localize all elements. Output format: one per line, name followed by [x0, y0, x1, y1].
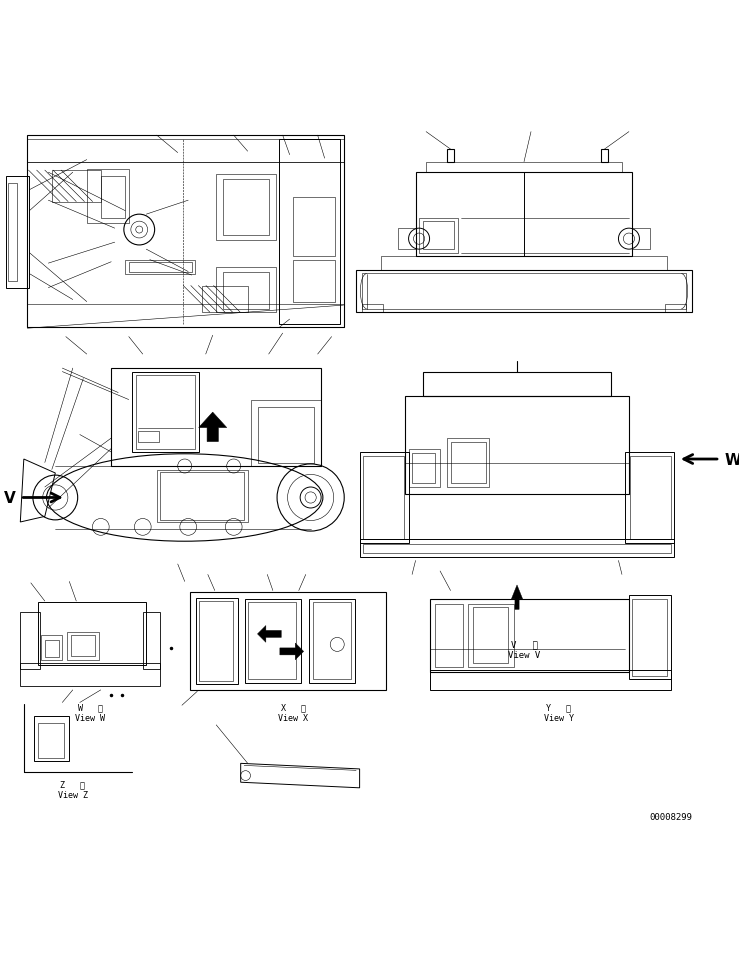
- Bar: [360, 540, 675, 557]
- Bar: [112, 369, 321, 466]
- Bar: [415, 173, 633, 257]
- Bar: [625, 453, 675, 543]
- Bar: [27, 136, 344, 328]
- Polygon shape: [511, 585, 522, 610]
- Bar: [293, 260, 335, 303]
- Bar: [423, 222, 454, 250]
- Bar: [629, 596, 671, 679]
- Text: V   視
View V: V 視 View V: [508, 640, 540, 659]
- Bar: [223, 272, 269, 309]
- Bar: [361, 305, 383, 312]
- Text: W   視
View W: W 視 View W: [75, 702, 105, 722]
- Bar: [202, 286, 248, 312]
- Bar: [101, 177, 125, 218]
- Bar: [248, 603, 296, 679]
- Bar: [309, 600, 355, 683]
- Bar: [429, 600, 629, 673]
- Bar: [20, 612, 40, 669]
- Bar: [67, 632, 99, 660]
- Polygon shape: [257, 626, 282, 643]
- Bar: [143, 612, 160, 669]
- Bar: [27, 139, 344, 162]
- Bar: [160, 473, 244, 520]
- Bar: [191, 592, 386, 690]
- Bar: [412, 454, 435, 484]
- Bar: [361, 274, 687, 310]
- Bar: [356, 271, 692, 312]
- Text: X   視
View X: X 視 View X: [278, 702, 308, 722]
- Bar: [71, 635, 95, 656]
- Bar: [279, 139, 340, 325]
- Bar: [423, 372, 611, 397]
- Text: Z   視
View Z: Z 視 View Z: [58, 779, 88, 799]
- Bar: [313, 603, 351, 679]
- Bar: [360, 453, 409, 543]
- Bar: [38, 603, 146, 666]
- Bar: [363, 456, 403, 540]
- Bar: [398, 229, 415, 250]
- Text: 00008299: 00008299: [649, 813, 692, 822]
- Bar: [52, 171, 101, 203]
- Bar: [258, 407, 314, 463]
- Bar: [293, 197, 335, 257]
- Bar: [138, 431, 159, 442]
- Bar: [363, 545, 671, 554]
- Bar: [473, 607, 508, 664]
- Bar: [409, 449, 440, 487]
- Bar: [426, 162, 622, 173]
- Bar: [27, 305, 344, 328]
- Text: Y   視
View Y: Y 視 View Y: [544, 702, 574, 722]
- Bar: [451, 442, 486, 484]
- Bar: [251, 400, 321, 466]
- Bar: [125, 260, 195, 274]
- Text: W: W: [725, 452, 739, 467]
- Bar: [223, 180, 269, 235]
- Bar: [429, 671, 671, 690]
- Bar: [245, 600, 301, 683]
- Bar: [217, 174, 276, 241]
- Bar: [8, 184, 17, 282]
- Bar: [86, 169, 129, 223]
- Bar: [435, 604, 463, 667]
- Bar: [136, 376, 195, 449]
- Bar: [45, 640, 59, 657]
- Bar: [7, 177, 30, 288]
- Bar: [601, 150, 608, 162]
- Bar: [381, 257, 667, 271]
- Bar: [196, 598, 238, 684]
- Bar: [38, 723, 64, 758]
- Bar: [633, 229, 650, 250]
- Bar: [34, 716, 69, 761]
- Text: V: V: [4, 490, 16, 505]
- Bar: [447, 438, 489, 487]
- Bar: [447, 150, 454, 162]
- Bar: [157, 470, 248, 523]
- Bar: [129, 263, 191, 272]
- Polygon shape: [280, 643, 304, 660]
- Polygon shape: [199, 412, 227, 442]
- Bar: [633, 600, 667, 677]
- Bar: [200, 602, 233, 681]
- Bar: [419, 218, 457, 254]
- Bar: [217, 267, 276, 312]
- Bar: [132, 372, 199, 453]
- Bar: [468, 604, 514, 667]
- Bar: [20, 664, 160, 687]
- Bar: [41, 635, 62, 660]
- Bar: [405, 397, 629, 495]
- Bar: [630, 456, 671, 540]
- Bar: [665, 305, 687, 312]
